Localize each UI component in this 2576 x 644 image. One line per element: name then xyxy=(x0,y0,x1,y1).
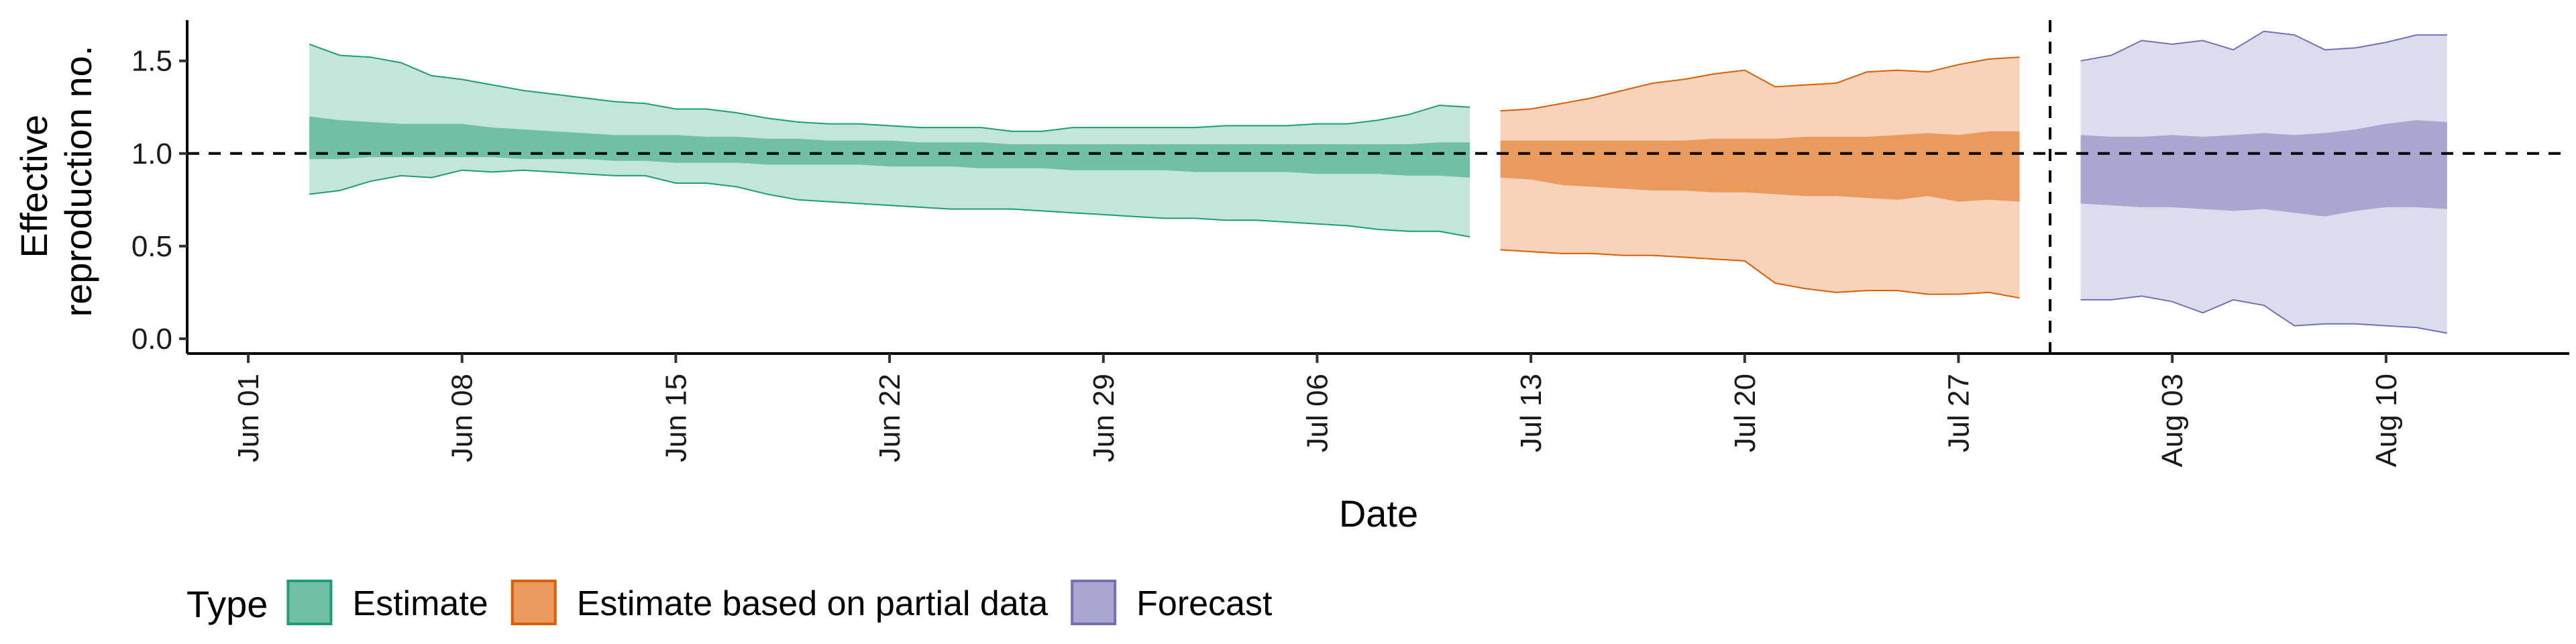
band-90-upper-edge-series-0 xyxy=(309,43,1470,132)
y-axis-title-line-2: reproduction no. xyxy=(57,46,99,317)
band-90-upper-edge-series-2 xyxy=(2080,30,2447,62)
series-2 xyxy=(2080,30,2448,334)
band-90-series-0 xyxy=(309,44,1470,237)
x-ticks: Jun 01 Jun 08 Jun 15 Jun 22 Jun 29 Jul 06 Jul … xyxy=(232,354,2403,467)
legend-label: Estimate based on partial data xyxy=(577,584,1049,623)
x-tick-label: Jul 06 xyxy=(1301,374,1334,452)
x-tick-label: Aug 10 xyxy=(2370,374,2403,467)
legend-item: Estimate based on partial data xyxy=(511,580,1049,625)
y-tick-label: 1.0 xyxy=(131,138,172,170)
band-90-lower-edge-series-0 xyxy=(309,169,1470,238)
band-50-series-2 xyxy=(2080,120,2447,217)
x-tick-label: Jun 01 xyxy=(232,374,265,462)
legend: Type Estimate Estimate based on partial d… xyxy=(186,580,1273,625)
x-tick-label: Jul 20 xyxy=(1729,374,1762,452)
y-axis-title: Effective reproduction no. xyxy=(13,46,99,317)
y-tick-label: 0.5 xyxy=(131,230,172,263)
reference-lines xyxy=(187,20,2569,354)
series-1 xyxy=(1500,56,2020,299)
legend-item: Estimate xyxy=(286,580,488,625)
band-50-series-0 xyxy=(309,116,1470,178)
x-tick-label: Jun 15 xyxy=(659,374,692,462)
x-tick-label: Jul 13 xyxy=(1515,374,1548,452)
y-tick-label: 1.5 xyxy=(131,45,172,78)
y-ticks: 0.0 0.5 1.0 1.5 xyxy=(131,45,187,356)
legend-key xyxy=(1071,580,1117,625)
x-tick-label: Jun 08 xyxy=(446,374,479,462)
band-90-lower-edge-series-2 xyxy=(2080,295,2448,334)
x-tick-label: Jul 27 xyxy=(1942,374,1975,452)
legend-title: Type xyxy=(186,583,268,625)
x-tick-label: Aug 03 xyxy=(2156,374,2189,467)
legend-label: Forecast xyxy=(1136,584,1273,623)
series-0 xyxy=(309,43,1470,238)
x-axis-title: Date xyxy=(1339,492,1418,535)
y-tick-label: 0.0 xyxy=(131,323,172,356)
band-90-upper-edge-series-1 xyxy=(1500,56,2020,112)
band-50-series-1 xyxy=(1500,131,2020,202)
x-tick-label: Jun 22 xyxy=(873,374,906,462)
band-layer xyxy=(309,30,2448,334)
legend-item: Forecast xyxy=(1071,580,1273,625)
legend-key xyxy=(286,580,333,625)
legend-key xyxy=(511,580,557,625)
y-axis-title-line-1: Effective xyxy=(13,115,55,258)
x-tick-label: Jun 29 xyxy=(1087,374,1120,462)
legend-label: Estimate xyxy=(352,584,488,623)
band-90-lower-edge-series-1 xyxy=(1500,249,2020,299)
